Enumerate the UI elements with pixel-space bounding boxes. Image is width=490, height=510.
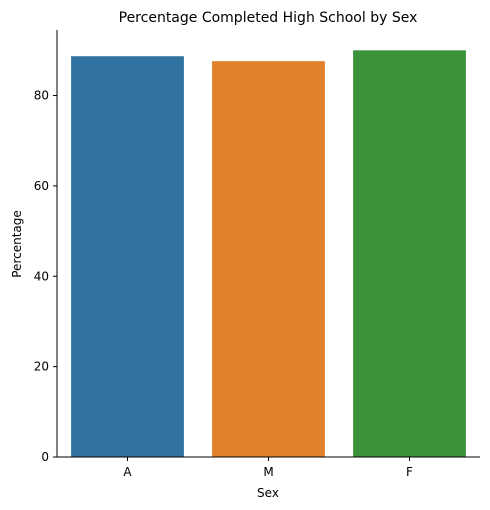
y-tick-label-40: 40	[34, 269, 49, 283]
bar-a	[71, 56, 184, 458]
bar-f	[353, 50, 466, 457]
x-tick-label-a: A	[123, 465, 132, 479]
y-tick-label-20: 20	[34, 360, 49, 374]
y-tick-label-0: 0	[41, 450, 49, 464]
chart-title: Percentage Completed High School by Sex	[119, 10, 418, 26]
y-tick-label-60: 60	[34, 179, 49, 193]
x-tick-label-f: F	[406, 465, 413, 479]
y-ticks-group: 0 20 40 60 80	[34, 89, 57, 464]
x-tick-label-m: M	[263, 465, 273, 479]
y-tick-label-80: 80	[34, 89, 49, 103]
bars-group	[71, 50, 466, 458]
y-axis-label: Percentage	[10, 210, 24, 278]
bar-m	[212, 61, 325, 458]
x-axis-label: Sex	[257, 486, 279, 500]
